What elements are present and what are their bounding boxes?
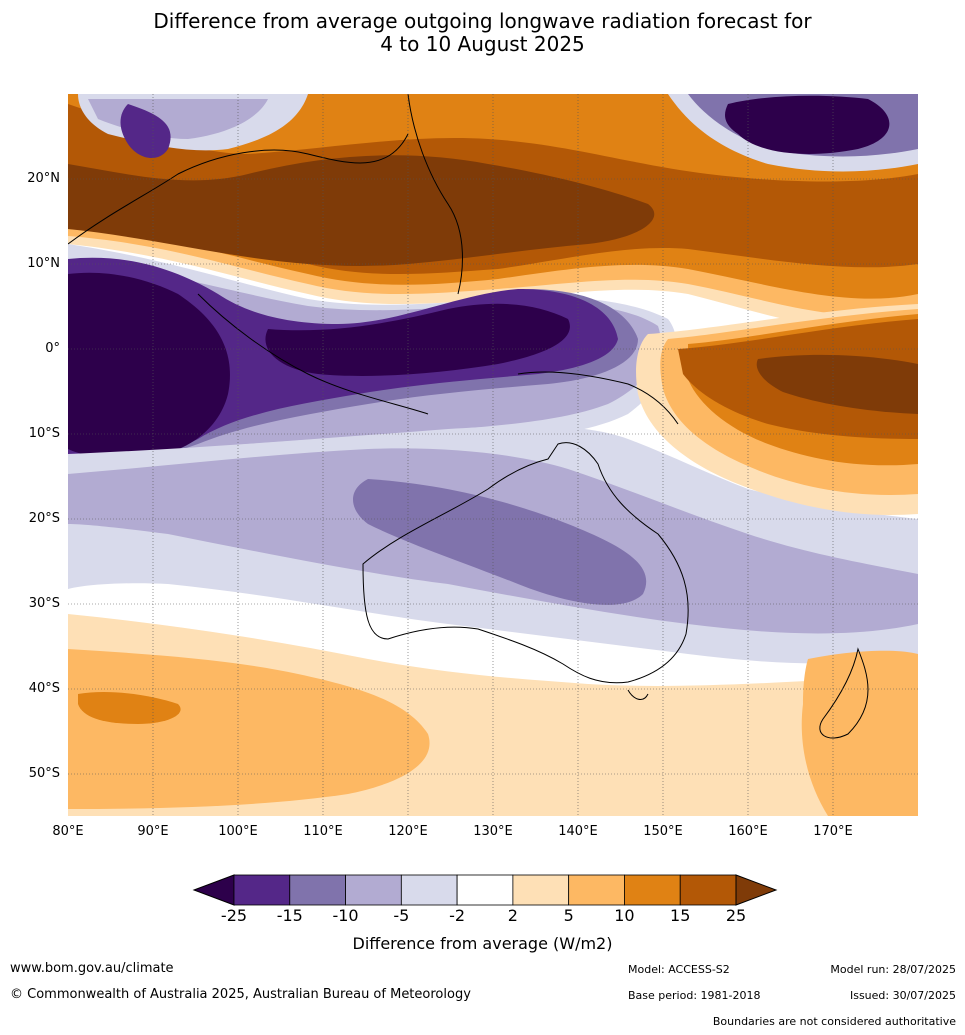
- australia-coastline: [362, 442, 689, 684]
- asia-coastline: [68, 133, 409, 245]
- negative-anomaly-tropics: [68, 244, 918, 482]
- colorbar-swatch: [624, 874, 681, 906]
- colorbar-extend-high: [735, 874, 778, 906]
- coastlines: [68, 94, 869, 739]
- lat-label-50s: 50°S: [28, 766, 60, 781]
- lon-label-130e: 130°E: [473, 824, 513, 839]
- colorbar-tick-label: -5: [393, 906, 410, 925]
- colorbar-extend-low: [192, 874, 235, 906]
- lon-label-80e: 80°E: [52, 824, 84, 839]
- tasmania-coastline: [627, 689, 649, 700]
- lat-label-10n: 10°N: [27, 256, 60, 271]
- map-title: Difference from average outgoing longwav…: [0, 10, 965, 56]
- philippines-coastline: [407, 94, 463, 295]
- colorbar-tick-label: -25: [220, 906, 248, 925]
- colorbar-tick-label: -10: [332, 906, 359, 925]
- lat-label-10s: 10°S: [28, 426, 60, 441]
- colorbar-tick-label: 15: [670, 906, 691, 925]
- colorbar-tick-label: 25: [725, 906, 747, 925]
- colorbar-swatch: [456, 874, 514, 906]
- lon-label-150e: 150°E: [643, 824, 683, 839]
- colorbar-tick-label: 10: [614, 906, 635, 925]
- colorbar-swatch: [512, 874, 570, 906]
- lon-label-110e: 110°E: [303, 824, 343, 839]
- new-zealand-coastline: [819, 647, 869, 739]
- colorbar-swatch: [289, 874, 346, 906]
- lat-label-30s: 30°S: [28, 596, 60, 611]
- new-guinea-coastline: [517, 371, 679, 425]
- lon-label-120e: 120°E: [388, 824, 428, 839]
- model-run-text: Model run: 28/07/2025: [830, 963, 956, 976]
- lat-label-20n: 20°N: [27, 171, 60, 186]
- colorbar-tick-label: -2: [449, 906, 466, 925]
- lat-label-40s: 40°S: [28, 681, 60, 696]
- colorbar-graphic: [192, 874, 778, 906]
- lon-label-100e: 100°E: [218, 824, 258, 839]
- copyright-text: © Commonwealth of Australia 2025, Austra…: [10, 987, 471, 1002]
- lon-label-160e: 160°E: [728, 824, 768, 839]
- lat-label-20s: 20°S: [28, 511, 60, 526]
- model-text: Model: ACCESS-S2: [628, 963, 730, 976]
- map-canvas: [68, 94, 918, 816]
- title-line-1: Difference from average outgoing longwav…: [153, 9, 812, 33]
- lon-label-170e: 170°E: [813, 824, 853, 839]
- colorbar: [190, 872, 780, 912]
- negative-anomaly-north: [78, 94, 918, 172]
- base-period-text: Base period: 1981-2018: [628, 989, 761, 1002]
- disclaimer-text: Boundaries are not considered authoritat…: [712, 1015, 956, 1028]
- positive-anomaly-east: [636, 304, 918, 515]
- title-line-2: 4 to 10 August 2025: [380, 32, 585, 56]
- graticule: [68, 94, 918, 816]
- colorbar-tick-label: -15: [276, 906, 303, 925]
- issued-text: Issued: 30/07/2025: [849, 989, 956, 1002]
- lon-label-90e: 90°E: [137, 824, 169, 839]
- colorbar-tick-label: 5: [563, 906, 574, 925]
- colorbar-swatch: [568, 874, 625, 906]
- colorbar-swatch: [345, 874, 402, 906]
- colorbar-swatch: [400, 874, 458, 906]
- olr-anomaly-map: [68, 94, 918, 816]
- colorbar-label: Difference from average (W/m2): [352, 934, 613, 953]
- indonesia-coastline: [197, 293, 429, 415]
- lon-label-140e: 140°E: [558, 824, 598, 839]
- website-text: www.bom.gov.au/climate: [10, 961, 174, 976]
- colorbar-tick-label: 2: [507, 906, 518, 925]
- colorbar-swatch: [679, 874, 737, 906]
- colorbar-swatch: [233, 874, 291, 906]
- lat-label-0: 0°: [45, 341, 60, 356]
